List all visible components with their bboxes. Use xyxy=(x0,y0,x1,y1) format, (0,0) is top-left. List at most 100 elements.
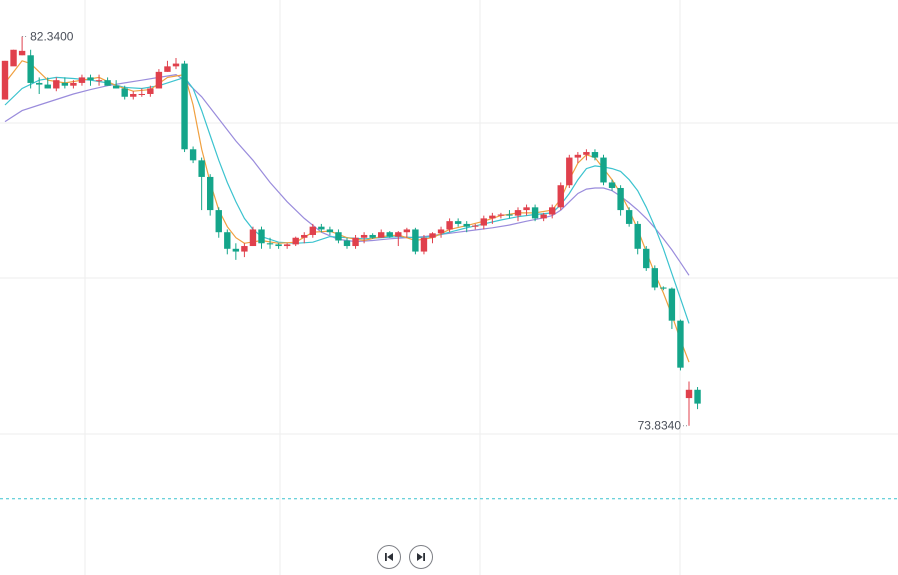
candle xyxy=(283,243,291,249)
candle-body xyxy=(437,229,445,234)
candle xyxy=(318,223,325,233)
candle-body xyxy=(275,244,282,247)
candle-body xyxy=(540,214,547,219)
candle xyxy=(549,204,556,219)
candle-body xyxy=(497,214,505,216)
candle xyxy=(557,182,564,211)
candle xyxy=(591,149,599,161)
candle-body xyxy=(643,248,650,269)
candle xyxy=(668,287,676,329)
high-price-label: 82.3400 xyxy=(30,29,74,43)
moving-average-lines xyxy=(4,60,690,363)
candle xyxy=(1,60,9,100)
candle xyxy=(258,226,265,249)
candle-body xyxy=(292,237,299,245)
candle-body xyxy=(591,152,599,158)
candle-body xyxy=(172,63,180,67)
candle-body xyxy=(514,210,522,216)
skip-forward-button[interactable] xyxy=(409,545,433,569)
candle-body xyxy=(258,229,265,244)
candle xyxy=(207,174,214,216)
candle xyxy=(189,146,197,164)
candle xyxy=(625,207,633,227)
candle xyxy=(78,74,86,86)
candle xyxy=(685,381,693,426)
candle-body xyxy=(87,77,94,81)
candle xyxy=(403,227,411,238)
skip-back-button[interactable] xyxy=(377,545,401,569)
candle xyxy=(309,223,316,238)
candle-body xyxy=(386,232,393,237)
candle-body xyxy=(232,248,240,252)
candle xyxy=(489,212,496,224)
candle xyxy=(608,179,616,191)
candle-body xyxy=(566,157,573,186)
candle-body xyxy=(198,160,205,177)
candle-body xyxy=(36,82,43,85)
candle xyxy=(104,77,111,86)
candle xyxy=(53,77,60,92)
candle-body xyxy=(10,49,17,67)
candle-body xyxy=(138,93,145,95)
candle xyxy=(395,231,402,247)
candle xyxy=(677,319,684,371)
candle-body xyxy=(685,389,693,399)
candle-body xyxy=(420,237,428,252)
candle xyxy=(27,49,34,89)
candle xyxy=(617,185,624,216)
candle xyxy=(36,77,43,94)
ma-mid-line xyxy=(4,76,690,324)
candle xyxy=(87,74,94,86)
candle-body xyxy=(660,287,667,289)
candle xyxy=(506,210,513,219)
candle xyxy=(70,80,77,89)
candle-body xyxy=(224,232,231,249)
candle-body xyxy=(617,187,624,211)
candle xyxy=(275,243,282,249)
candle xyxy=(130,91,137,100)
candle-body xyxy=(634,223,641,249)
candle-body xyxy=(463,223,470,227)
candle-body xyxy=(574,154,582,158)
candle xyxy=(429,232,436,244)
candle-body xyxy=(454,221,462,224)
candle-body xyxy=(78,77,86,83)
candle-body xyxy=(61,82,69,86)
candle xyxy=(18,36,26,56)
candle xyxy=(335,229,342,244)
candle-body xyxy=(249,229,257,247)
candle-body xyxy=(318,226,325,230)
candle xyxy=(198,157,205,211)
candle-body xyxy=(266,243,274,245)
candle-body xyxy=(326,229,334,233)
candle xyxy=(10,49,17,67)
candle-body xyxy=(309,226,316,235)
candle xyxy=(95,74,103,86)
candle xyxy=(164,60,171,72)
candle-body xyxy=(694,389,701,404)
candle-body xyxy=(70,82,77,86)
candle-body xyxy=(523,207,530,211)
candle-body xyxy=(164,66,171,72)
candle xyxy=(523,204,530,216)
candle xyxy=(44,77,51,89)
candle xyxy=(326,226,334,235)
candle xyxy=(378,229,385,238)
candle-body xyxy=(608,182,616,188)
candle-body xyxy=(429,233,436,238)
candle xyxy=(249,226,257,247)
skip-back-icon xyxy=(385,553,393,561)
candle-body xyxy=(412,229,419,252)
candle-body xyxy=(215,210,222,233)
candle xyxy=(472,223,479,230)
candle xyxy=(420,234,428,255)
candle xyxy=(600,154,607,186)
candle-body xyxy=(53,80,60,89)
candle xyxy=(266,237,274,249)
candle-body xyxy=(121,88,128,97)
candle xyxy=(241,243,248,258)
candle xyxy=(343,237,351,249)
candle-body xyxy=(531,207,539,219)
candle-body xyxy=(651,268,658,288)
